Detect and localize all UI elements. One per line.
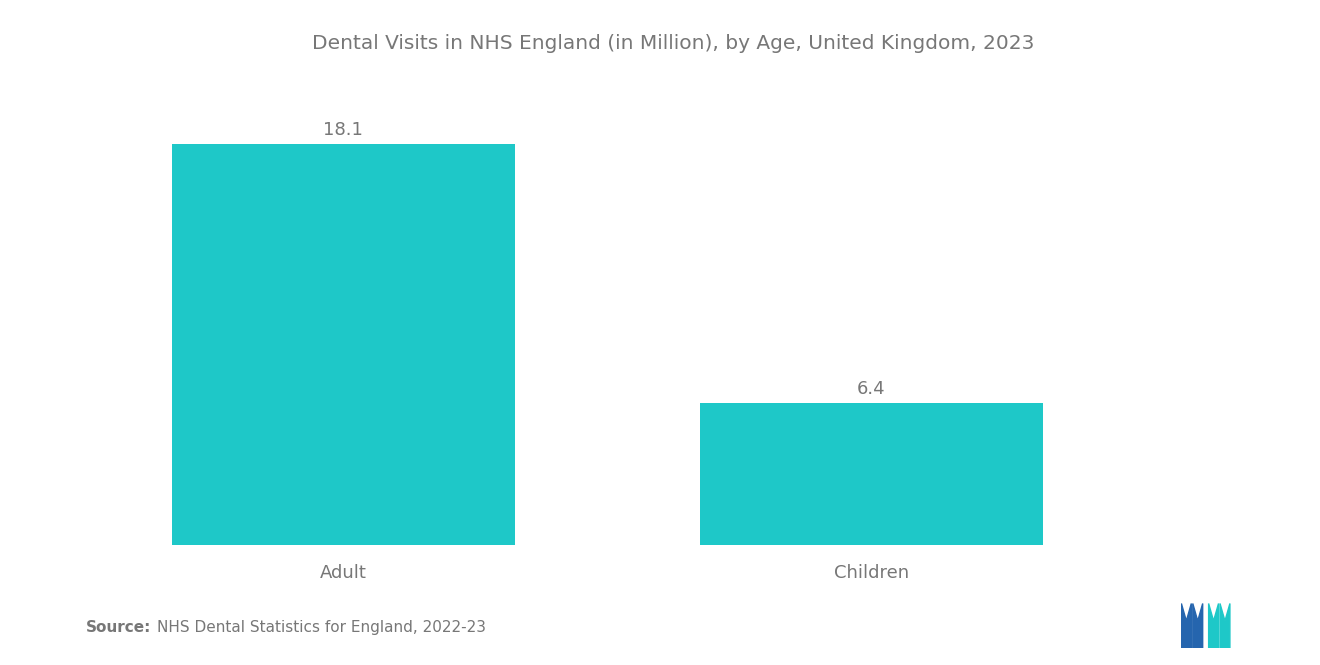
Text: 18.1: 18.1 [323,120,363,138]
Text: 6.4: 6.4 [857,380,886,398]
Polygon shape [1193,604,1203,648]
Text: NHS Dental Statistics for England, 2022-23: NHS Dental Statistics for England, 2022-… [157,620,486,635]
Polygon shape [1220,604,1230,648]
Bar [172,144,515,545]
Polygon shape [1209,604,1218,648]
Title: Dental Visits in NHS England (in Million), by Age, United Kingdom, 2023: Dental Visits in NHS England (in Million… [312,34,1035,53]
Polygon shape [1181,604,1192,648]
Bar [700,404,1043,545]
Text: Source:: Source: [86,620,152,635]
